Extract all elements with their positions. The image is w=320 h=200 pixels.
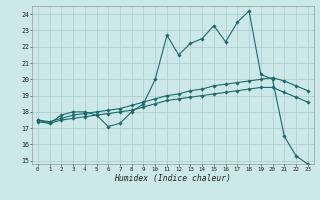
X-axis label: Humidex (Indice chaleur): Humidex (Indice chaleur): [114, 174, 231, 183]
